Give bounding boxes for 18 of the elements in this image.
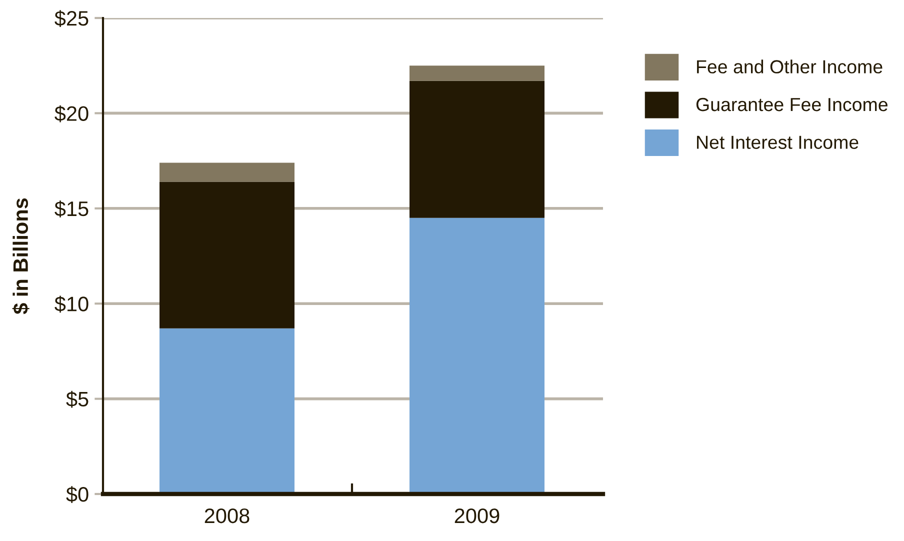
x-tick-label: 2009 (454, 508, 500, 524)
y-axis-title: $ in Billions (12, 198, 30, 314)
y-tick-label: $20 (54, 105, 88, 122)
y-tick-label: $25 (54, 10, 88, 27)
bar (410, 218, 544, 494)
bar (160, 162, 294, 182)
legend-label: Net Interest Income (697, 136, 858, 149)
legend-label: Guarantee Fee Income (696, 98, 888, 112)
bar (160, 182, 294, 328)
bar (410, 66, 544, 81)
bar (160, 328, 294, 494)
legend-label: Fee and Other Income (697, 60, 882, 74)
y-tick-label: $10 (54, 296, 88, 313)
bar (410, 80, 544, 218)
y-tick-label: $5 (66, 390, 88, 408)
y-tick-label: $15 (54, 200, 88, 218)
y-tick-label: $0 (66, 486, 88, 503)
x-tick-label: 2008 (204, 508, 250, 524)
